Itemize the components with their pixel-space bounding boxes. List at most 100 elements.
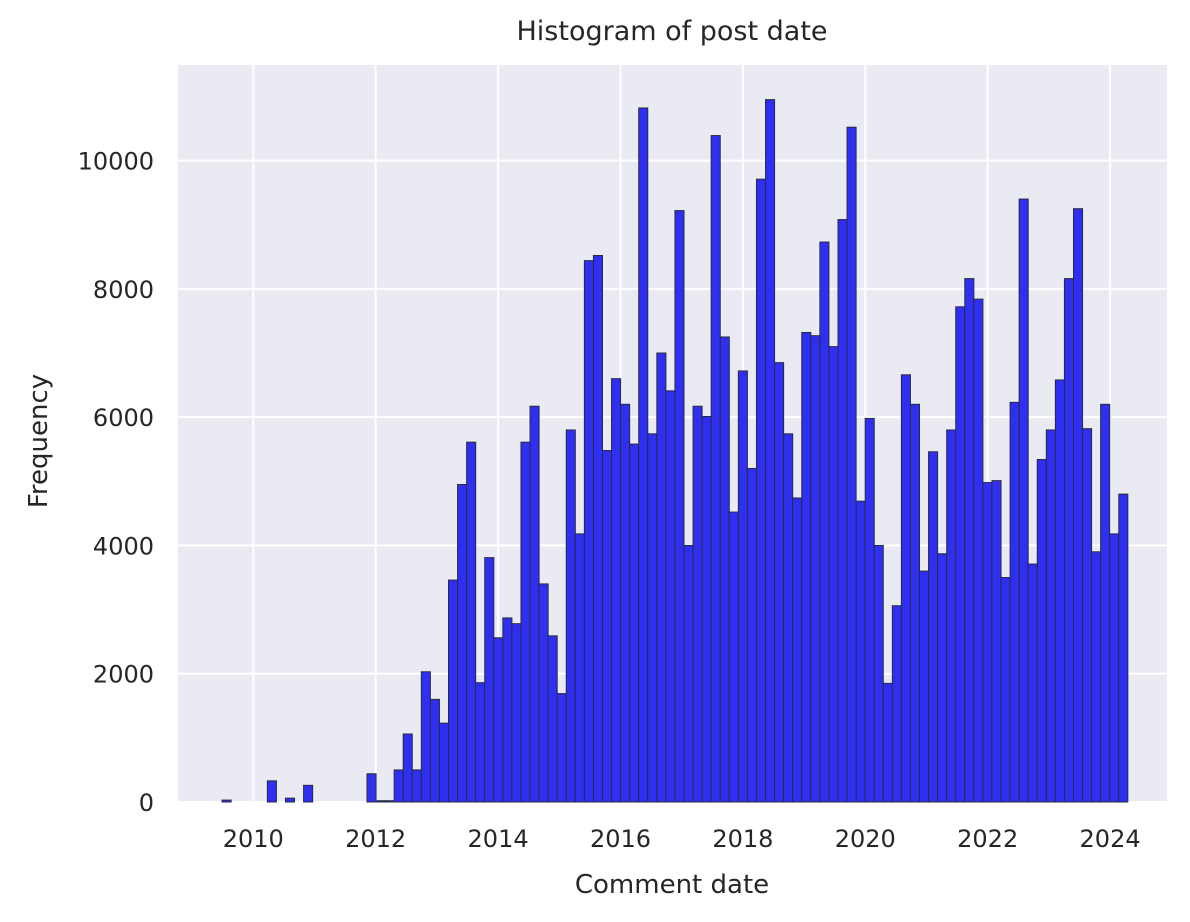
- bar: [737, 370, 748, 803]
- bar: [1082, 428, 1093, 803]
- y-tick-label: 2000: [93, 661, 154, 689]
- bar: [1091, 551, 1102, 803]
- bar: [1100, 403, 1111, 803]
- bar: [882, 682, 893, 803]
- bar: [420, 671, 431, 803]
- y-axis-label: Frequency: [24, 374, 54, 508]
- bar: [755, 178, 767, 803]
- bar: [384, 800, 395, 803]
- x-tick-label: 2024: [1080, 825, 1141, 853]
- bar: [303, 784, 314, 803]
- bar: [457, 483, 468, 803]
- x-tick-label: 2010: [223, 825, 284, 853]
- bar: [783, 433, 794, 803]
- bar: [565, 429, 576, 803]
- bar: [665, 390, 676, 803]
- bar: [692, 405, 703, 803]
- bar: [592, 255, 603, 803]
- bar: [937, 553, 948, 803]
- bar: [674, 210, 685, 803]
- bar: [828, 346, 839, 803]
- chart-title: Histogram of post date: [516, 16, 827, 47]
- bar: [638, 107, 649, 803]
- bar: [946, 429, 957, 803]
- bar: [366, 773, 377, 803]
- bar: [429, 698, 440, 803]
- bar: [873, 544, 884, 803]
- bar: [792, 497, 803, 803]
- bar: [620, 403, 631, 803]
- bar: [955, 306, 966, 803]
- bar: [511, 623, 522, 803]
- bar: [475, 682, 486, 803]
- bar: [629, 443, 640, 803]
- bar: [393, 769, 404, 803]
- bar: [1000, 577, 1011, 803]
- bar: [855, 500, 866, 803]
- ticks: 0 2000 4000 6000 8000 10000 2010 2012 2014 2016 20…: [78, 148, 1141, 853]
- bar: [719, 336, 730, 803]
- bar: [1072, 208, 1084, 803]
- bar: [864, 417, 875, 803]
- bar: [538, 583, 549, 803]
- bar: [574, 533, 585, 803]
- bar: [647, 433, 658, 803]
- bar: [909, 403, 921, 803]
- bar: [819, 241, 830, 803]
- bar: [402, 733, 413, 803]
- bar: [982, 482, 993, 803]
- bar: [1027, 563, 1038, 803]
- bar: [683, 544, 694, 803]
- bar: [774, 362, 785, 803]
- bar: [891, 605, 902, 803]
- bar: [583, 260, 594, 803]
- bar: [810, 335, 821, 803]
- x-axis-label: Comment date: [575, 870, 769, 900]
- bar: [837, 219, 848, 803]
- bar: [846, 126, 857, 803]
- bar: [964, 278, 975, 803]
- bar: [502, 617, 513, 803]
- bar: [411, 769, 422, 803]
- bars: [221, 99, 1129, 803]
- bar: [656, 352, 667, 803]
- x-tick-label: 2012: [345, 825, 406, 853]
- bar: [701, 416, 712, 803]
- bar: [728, 511, 739, 803]
- bar: [919, 570, 930, 803]
- bar: [266, 780, 277, 803]
- bar: [928, 451, 939, 803]
- bar: [746, 467, 757, 803]
- bar: [991, 480, 1002, 803]
- x-tick-label: 2018: [712, 825, 773, 853]
- bar: [1118, 493, 1129, 803]
- y-tick-label: 0: [139, 789, 154, 817]
- y-tick-label: 4000: [93, 532, 154, 560]
- bar: [221, 799, 232, 803]
- x-tick-label: 2020: [835, 825, 896, 853]
- bar: [1036, 458, 1047, 803]
- bar: [284, 797, 296, 803]
- bar: [801, 331, 812, 803]
- bar: [547, 635, 558, 803]
- bar: [1018, 198, 1029, 803]
- bar: [1063, 278, 1074, 803]
- bar: [1109, 533, 1120, 803]
- bar: [1054, 379, 1065, 803]
- bar: [710, 135, 721, 803]
- x-tick-label: 2022: [957, 825, 1018, 853]
- bar: [973, 298, 984, 803]
- bar: [493, 637, 504, 803]
- bar: [601, 449, 613, 803]
- bar: [466, 441, 477, 803]
- bar: [556, 693, 567, 803]
- bar: [1009, 401, 1020, 803]
- bar: [900, 374, 911, 803]
- y-tick-label: 8000: [93, 276, 154, 304]
- bar: [611, 378, 622, 803]
- y-tick-label: 6000: [93, 404, 154, 432]
- bar: [1045, 429, 1056, 803]
- y-tick-label: 10000: [78, 148, 154, 176]
